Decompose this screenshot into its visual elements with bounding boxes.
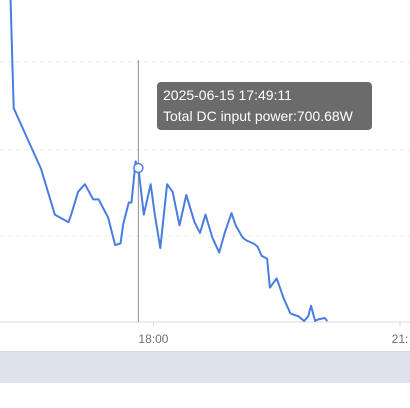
x-tick-labels: 18:00 21: — [138, 322, 408, 346]
x-tick-label: 18:00 — [138, 332, 168, 346]
series-line — [9, 0, 329, 322]
highlighted-point — [133, 162, 144, 174]
data-zoom-slider[interactable] — [0, 351, 410, 383]
x-tick-label: 21: — [392, 332, 409, 346]
chart-tooltip: 2025-06-15 17:49:11 Total DC input power… — [157, 82, 372, 130]
tooltip-time: 2025-06-15 17:49:11 — [163, 87, 292, 103]
line-chart: 18:00 21: — [0, 0, 410, 346]
tooltip-value: Total DC input power:700.68W — [163, 108, 353, 124]
series-layer — [9, 0, 329, 322]
marker-layer — [133, 162, 144, 174]
